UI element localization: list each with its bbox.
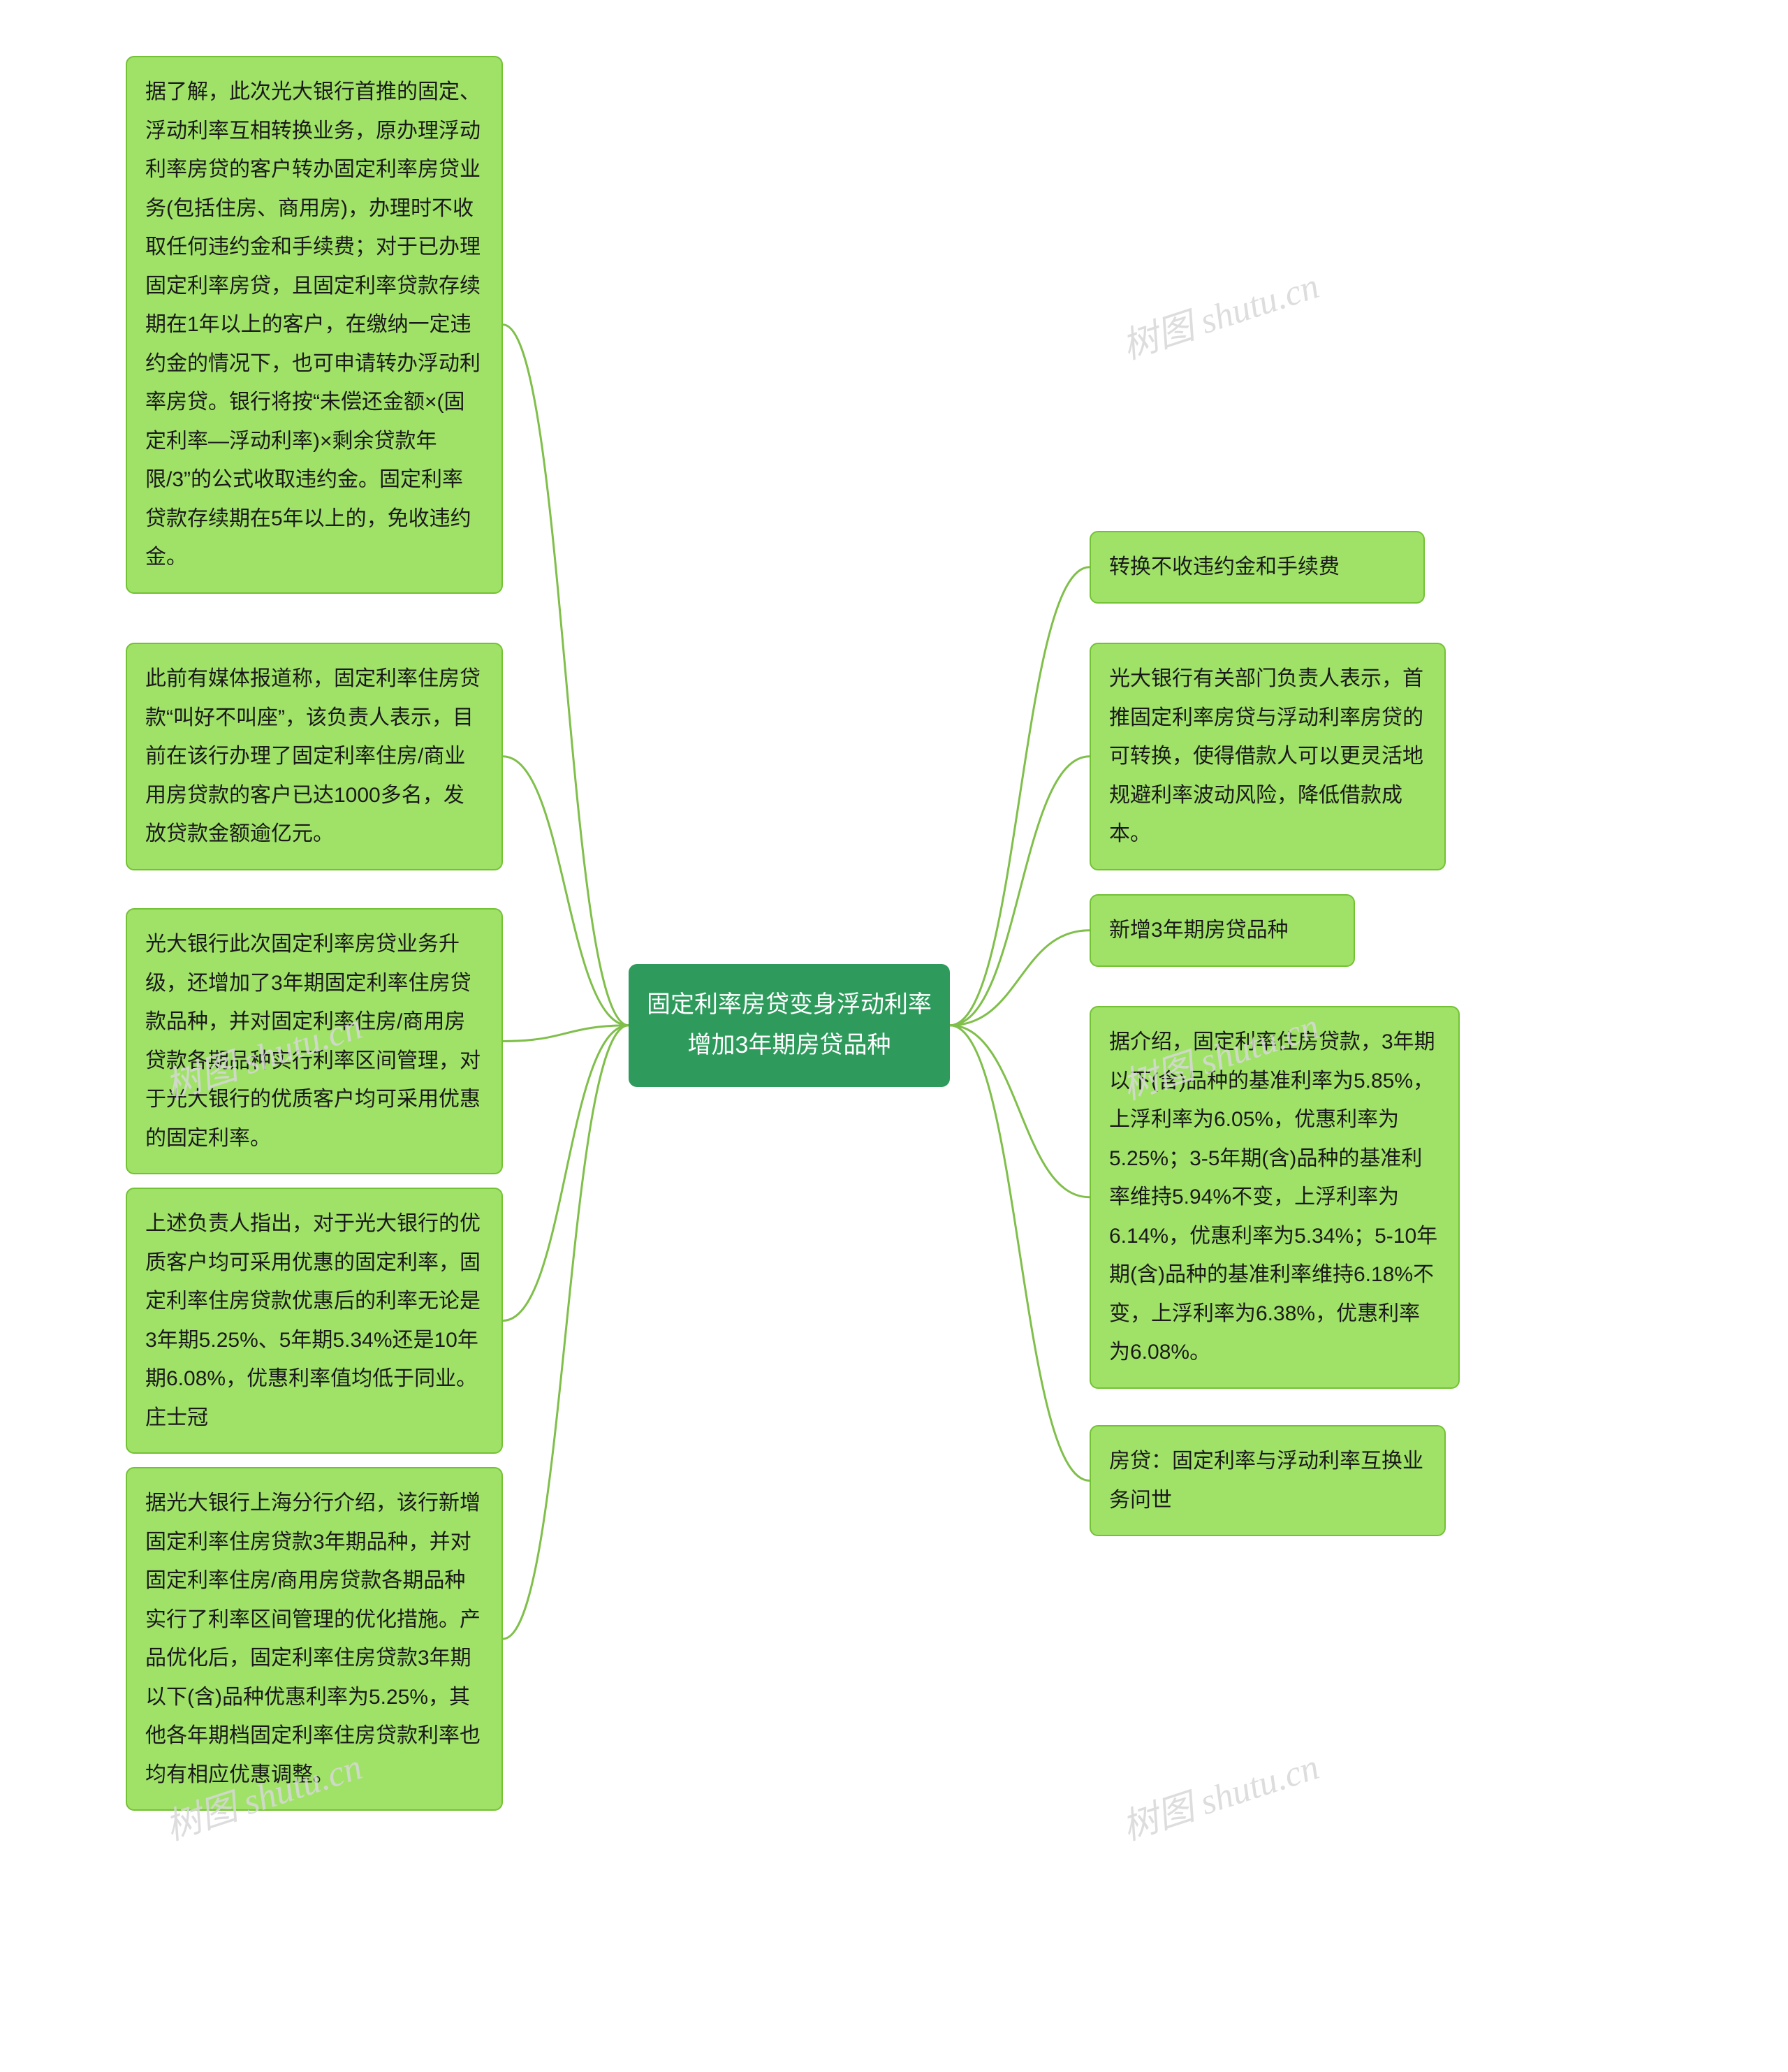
node-text: 此前有媒体报道称，固定利率住房贷款“叫好不叫座”，该负责人表示，目前在该行办理了… xyxy=(145,667,481,845)
node-text: 光大银行有关部门负责人表示，首推固定利率房贷与浮动利率房贷的可转换，使得借款人可… xyxy=(1109,667,1423,845)
connector-l5 xyxy=(503,1026,629,1639)
node-text: 据了解，此次光大银行首推的固定、浮动利率互相转换业务，原办理浮动利率房贷的客户转… xyxy=(145,80,481,569)
connector-r5 xyxy=(950,1026,1090,1481)
node-text: 新增3年期房贷品种 xyxy=(1109,919,1289,942)
connector-l3 xyxy=(503,1026,629,1042)
mindmap-center-node[interactable]: 固定利率房贷变身浮动利率 增加3年期房贷品种 xyxy=(629,964,950,1087)
mindmap-node-l4[interactable]: 上述负责人指出，对于光大银行的优质客户均可采用优惠的固定利率，固定利率住房贷款优… xyxy=(126,1188,503,1454)
connector-r3 xyxy=(950,931,1090,1026)
connector-l1 xyxy=(503,325,629,1026)
center-label: 固定利率房贷变身浮动利率 增加3年期房贷品种 xyxy=(647,991,932,1058)
mindmap-node-r1[interactable]: 转换不收违约金和手续费 xyxy=(1090,531,1425,604)
node-text: 据介绍，固定利率住房贷款，3年期以下(含)品种的基准利率为5.85%，上浮利率为… xyxy=(1109,1030,1437,1364)
mindmap-node-r2[interactable]: 光大银行有关部门负责人表示，首推固定利率房贷与浮动利率房贷的可转换，使得借款人可… xyxy=(1090,643,1446,870)
connector-r1 xyxy=(950,567,1090,1026)
mindmap-node-l5[interactable]: 据光大银行上海分行介绍，该行新增固定利率住房贷款3年期品种，并对固定利率住房/商… xyxy=(126,1467,503,1811)
connector-r2 xyxy=(950,757,1090,1026)
node-text: 上述负责人指出，对于光大银行的优质客户均可采用优惠的固定利率，固定利率住房贷款优… xyxy=(145,1212,481,1429)
node-text: 转换不收违约金和手续费 xyxy=(1109,555,1340,578)
watermark: 树图 shutu.cn xyxy=(1115,1737,1325,1850)
mindmap-node-l1[interactable]: 据了解，此次光大银行首推的固定、浮动利率互相转换业务，原办理浮动利率房贷的客户转… xyxy=(126,56,503,594)
mindmap-node-l2[interactable]: 此前有媒体报道称，固定利率住房贷款“叫好不叫座”，该负责人表示，目前在该行办理了… xyxy=(126,643,503,870)
connector-l4 xyxy=(503,1026,629,1321)
watermark: 树图 shutu.cn xyxy=(1115,256,1325,369)
node-text: 房贷：固定利率与浮动利率互换业务问世 xyxy=(1109,1450,1423,1512)
connector-r4 xyxy=(950,1026,1090,1197)
mindmap-node-l3[interactable]: 光大银行此次固定利率房贷业务升级，还增加了3年期固定利率住房贷款品种，并对固定利… xyxy=(126,908,503,1174)
mindmap-node-r3[interactable]: 新增3年期房贷品种 xyxy=(1090,894,1355,967)
connector-l2 xyxy=(503,757,629,1026)
mindmap-node-r4[interactable]: 据介绍，固定利率住房贷款，3年期以下(含)品种的基准利率为5.85%，上浮利率为… xyxy=(1090,1006,1460,1389)
node-text: 光大银行此次固定利率房贷业务升级，还增加了3年期固定利率住房贷款品种，并对固定利… xyxy=(145,933,481,1150)
mindmap-node-r5[interactable]: 房贷：固定利率与浮动利率互换业务问世 xyxy=(1090,1425,1446,1536)
node-text: 据光大银行上海分行介绍，该行新增固定利率住房贷款3年期品种，并对固定利率住房/商… xyxy=(145,1491,481,1786)
